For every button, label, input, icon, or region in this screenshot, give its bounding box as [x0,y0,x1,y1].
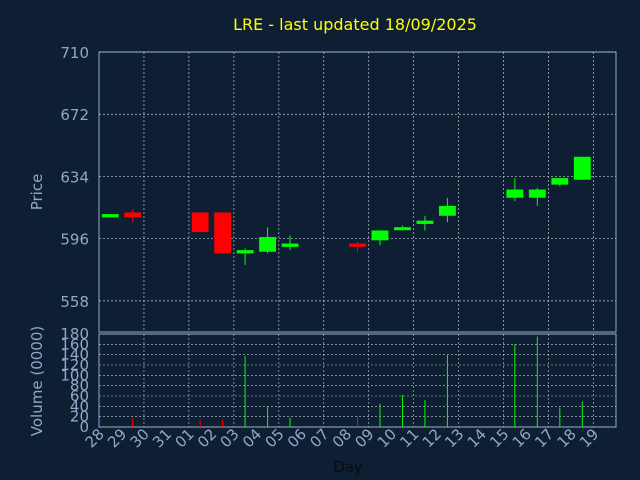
chart-title: LRE - last updated 18/09/2025 [233,15,477,34]
candle-body [236,250,254,254]
candle-body [506,189,524,198]
candle-body [416,220,434,224]
volume-y-tick-label: 140 [60,346,89,364]
candle-body [281,243,299,247]
candle-body [124,212,142,218]
volume-y-tick-label: 20 [70,408,89,426]
candle-body [551,178,569,185]
price-panel: 558 596 634 672 710 Price [28,44,617,333]
price-plot-frame [98,51,617,333]
volume-y-tick-label: 40 [70,397,89,415]
price-y-tick-label: 672 [60,106,89,124]
candle-body [191,212,209,233]
candle-body [259,237,277,252]
candle-body [528,189,546,198]
volume-gridlines [99,333,616,428]
volume-y-axis-label: Volume (0000) [28,326,46,436]
candle-body [573,156,591,180]
volume-y-tick-label: 180 [60,325,89,343]
price-y-tick-label: 710 [60,44,89,62]
volume-plot-frame [98,333,617,428]
candle-body [101,214,119,218]
price-y-tick-label: 596 [60,231,89,249]
candle-body [371,230,389,241]
volume-y-tick-label: 60 [70,387,89,405]
price-y-axis-label: Price [28,174,46,211]
volume-y-tick-label: 100 [60,366,89,384]
candle-body [394,227,411,231]
volume-y-tick-label: 0 [79,418,89,436]
x-tick-labels: 2829303101020304050607080910111213141516… [82,425,603,451]
price-y-tick-labels: 558 596 634 672 710 [60,44,89,311]
volume-bars [109,336,583,427]
x-tick-label: 19 [576,425,602,451]
candle-body [438,205,456,216]
candle-body [349,243,366,247]
x-axis-label: Day [333,458,363,476]
price-y-tick-label: 558 [60,293,89,311]
candle-body [214,212,232,254]
price-candles [101,156,591,265]
price-gridlines [99,51,616,332]
price-y-tick-label: 634 [60,168,89,186]
volume-y-tick-label: 80 [70,377,89,395]
volume-y-tick-label: 160 [60,335,89,353]
volume-y-tick-label: 120 [60,356,89,374]
